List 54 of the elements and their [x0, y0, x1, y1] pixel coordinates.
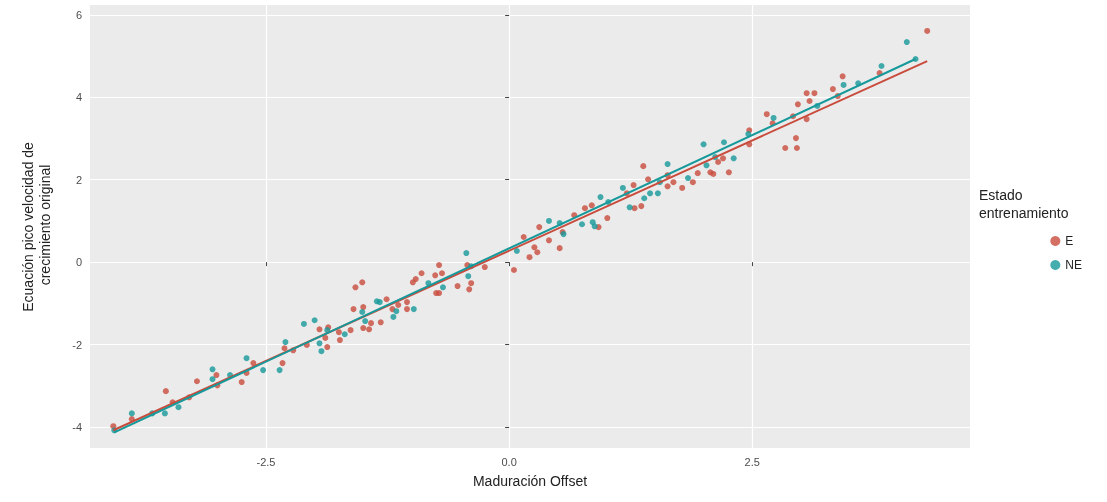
point — [591, 223, 598, 230]
y-axis-title: Ecuación pico velocidad de crecimiento original — [19, 138, 53, 312]
legend-title: Estado entrenamiento — [979, 187, 1069, 221]
point — [840, 81, 847, 88]
point — [359, 309, 366, 316]
point — [465, 273, 472, 280]
point — [647, 190, 654, 197]
point — [619, 184, 626, 191]
x-tick-label: 2.5 — [744, 455, 760, 468]
point — [243, 355, 250, 362]
y-tick-label: 2 — [75, 173, 82, 186]
legend-label: E — [1065, 234, 1074, 248]
point — [730, 155, 737, 162]
point — [626, 204, 633, 211]
point — [545, 217, 552, 224]
point — [579, 221, 586, 228]
point — [318, 348, 325, 355]
x-tick-label: -2.5 — [256, 455, 276, 468]
point — [161, 410, 168, 417]
point — [597, 194, 604, 201]
y-tick-label: 0 — [75, 256, 82, 269]
point — [128, 410, 135, 417]
point — [878, 62, 885, 69]
legend-label: NE — [1065, 258, 1082, 272]
point — [393, 308, 400, 315]
point — [410, 306, 417, 313]
point — [175, 404, 182, 411]
point — [463, 250, 470, 257]
x-axis-title: Maduración Offset — [472, 473, 588, 489]
point — [513, 248, 520, 255]
point — [362, 318, 369, 325]
point — [282, 339, 289, 346]
point — [685, 175, 692, 182]
point — [311, 317, 318, 324]
point — [209, 366, 216, 373]
point — [641, 195, 648, 202]
point — [770, 114, 777, 121]
point — [721, 139, 727, 146]
point — [209, 376, 216, 383]
point — [664, 161, 671, 168]
x-tick-label: 0.0 — [501, 455, 517, 468]
point — [700, 141, 707, 148]
point — [300, 320, 307, 327]
point — [390, 313, 397, 320]
y-tick-label: 6 — [75, 8, 82, 21]
point — [903, 39, 910, 46]
y-tick-label: -2 — [72, 338, 82, 351]
point — [260, 367, 267, 374]
y-tick-label: -4 — [72, 420, 82, 433]
point — [276, 367, 283, 374]
point — [439, 284, 446, 291]
point — [654, 190, 661, 197]
point — [341, 331, 348, 338]
y-tick-label: 4 — [75, 91, 82, 104]
